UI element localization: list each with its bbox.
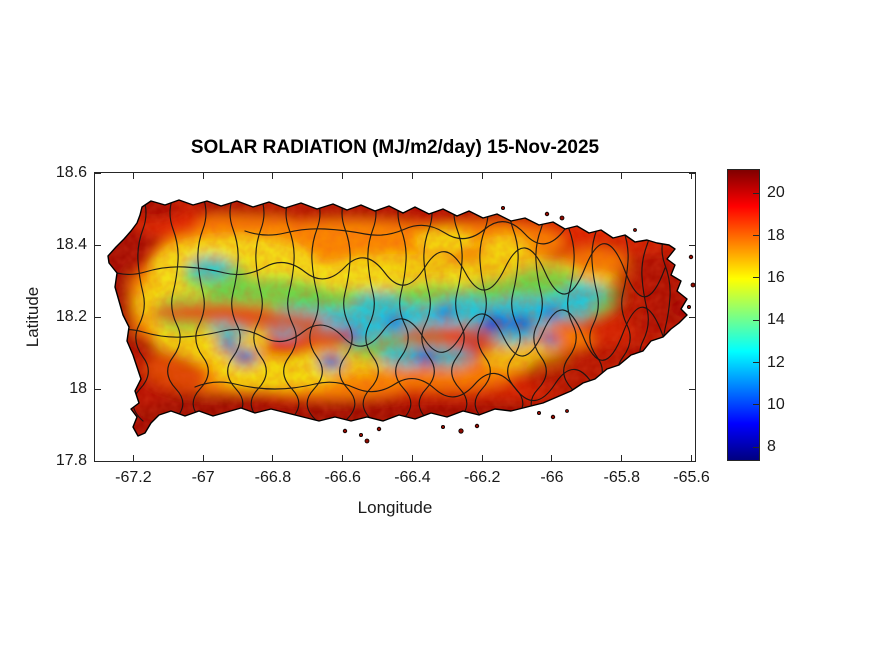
y-tick-right — [689, 316, 695, 318]
colorbar-tick-label: 16 — [767, 268, 785, 286]
x-tick-label: -66.2 — [463, 469, 501, 486]
coastline — [107, 199, 688, 437]
y-tick-right — [689, 172, 695, 174]
x-tick — [411, 455, 413, 461]
y-tick — [95, 388, 101, 390]
x-tick-label: -66 — [540, 469, 564, 486]
x-tick-label: -65.8 — [603, 469, 640, 486]
x-tick-top — [691, 173, 692, 179]
x-tick-label: -66.6 — [324, 469, 361, 486]
x-tick-label: -66.4 — [394, 469, 431, 486]
colorbar-tick-label: 12 — [767, 353, 785, 371]
y-tick-label: 17.8 — [55, 452, 87, 469]
x-tick — [481, 455, 483, 461]
x-tick-top — [272, 173, 274, 179]
colorbar-tick — [753, 192, 759, 194]
y-tick-label: 18 — [69, 380, 87, 397]
x-tick-top — [411, 173, 413, 179]
colorbar-tick-label: 14 — [767, 311, 785, 329]
y-tick-label: 18.6 — [55, 164, 87, 181]
x-tick — [132, 455, 134, 461]
y-tick — [95, 244, 101, 246]
x-tick-label: -67 — [191, 469, 215, 486]
y-tick-label: 18.2 — [55, 308, 87, 325]
plot-area — [94, 172, 696, 462]
offshore-islets — [342, 206, 695, 444]
y-tick — [95, 316, 101, 318]
y-tick — [95, 172, 101, 174]
colorbar-tick — [753, 362, 759, 364]
y-tick-right — [689, 388, 695, 390]
x-tick-label: -67.2 — [115, 469, 152, 486]
colorbar-tick — [753, 235, 759, 237]
y-tick-label: 18.4 — [55, 236, 87, 253]
heatmap-texture — [108, 200, 687, 436]
x-tick — [342, 455, 344, 461]
x-tick — [202, 455, 204, 461]
x-tick-top — [621, 173, 623, 179]
colorbar-tick-label: 10 — [767, 395, 785, 413]
x-tick-top — [551, 173, 553, 179]
colorbar-tick — [753, 277, 759, 279]
x-tick — [691, 455, 692, 461]
puerto-rico-map — [107, 199, 695, 444]
y-tick — [95, 460, 101, 462]
y-tick-right — [689, 244, 695, 246]
x-tick-label: -66.8 — [254, 469, 292, 486]
x-tick-top — [132, 173, 134, 179]
colorbar-tick-label: 18 — [767, 226, 785, 244]
colorbar-tick-label: 20 — [767, 184, 785, 202]
x-tick-top — [202, 173, 204, 179]
colorbar — [727, 169, 760, 461]
chart-title: SOLAR RADIATION (MJ/m2/day) 15-Nov-2025 — [190, 137, 600, 158]
colorbar-tick — [753, 319, 759, 321]
colorbar-tick — [753, 446, 759, 448]
heatmap-layer — [108, 200, 687, 436]
colorbar-tick — [753, 404, 759, 406]
x-tick — [272, 455, 274, 461]
colorbar-tick-label: 8 — [767, 438, 776, 456]
x-tick — [551, 455, 553, 461]
x-axis-label: Longitude — [357, 498, 433, 517]
x-tick-label: -65.6 — [673, 469, 710, 486]
x-tick-top — [481, 173, 483, 179]
y-tick-right — [689, 460, 695, 462]
x-tick — [621, 455, 623, 461]
x-tick-top — [342, 173, 344, 179]
